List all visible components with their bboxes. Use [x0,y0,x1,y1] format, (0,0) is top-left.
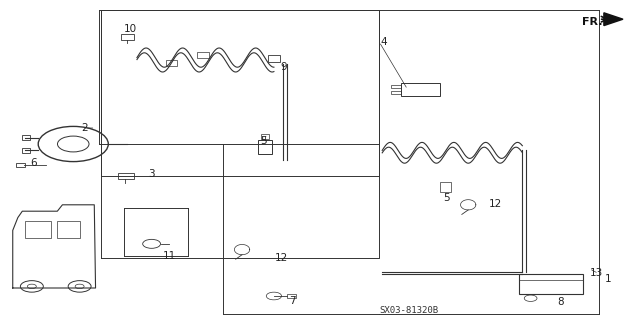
Bar [391,91,401,94]
Bar [519,274,583,294]
Text: 1: 1 [605,274,612,284]
Bar [258,140,272,154]
Text: 3: 3 [148,169,154,180]
Text: SX03-81320B: SX03-81320B [379,306,438,315]
Bar [22,148,30,153]
Bar [401,83,440,96]
Text: 6: 6 [31,157,37,168]
Bar [261,134,269,139]
Bar [440,182,451,192]
Text: 12: 12 [489,199,503,209]
Text: 2: 2 [82,123,88,133]
Text: 5: 5 [260,136,266,146]
Bar [16,163,25,167]
Bar [22,135,30,140]
Bar [197,52,209,58]
Bar [391,85,401,88]
Text: 10: 10 [124,24,138,35]
Text: 4: 4 [381,36,387,47]
Text: 12: 12 [275,252,289,263]
Text: FR.: FR. [582,17,602,28]
Text: 9: 9 [280,61,287,72]
Bar [25,221,51,238]
Polygon shape [604,13,623,26]
Bar [121,34,134,40]
Bar [268,55,280,62]
Text: 5: 5 [443,193,449,204]
Text: 11: 11 [162,251,176,261]
Bar [287,294,296,298]
Text: 8: 8 [557,297,564,308]
Text: 13: 13 [590,268,603,278]
Bar [118,173,134,179]
Bar [166,60,177,66]
Text: 7: 7 [289,296,296,307]
Bar [57,221,80,238]
